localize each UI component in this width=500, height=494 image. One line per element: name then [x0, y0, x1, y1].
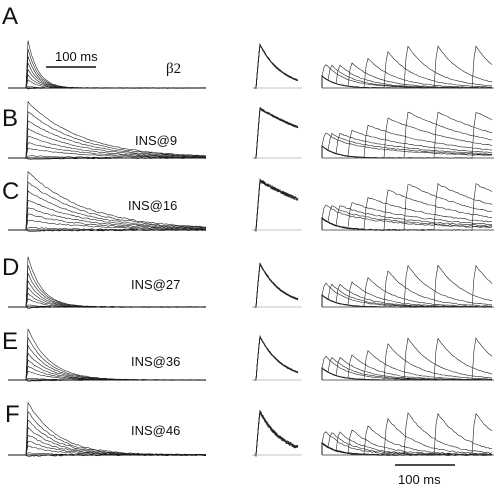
row-name-b: INS@9 [135, 133, 177, 148]
right-trace [321, 205, 493, 230]
middle-trace [254, 177, 299, 231]
middle-trace [254, 44, 299, 89]
middle-trace [254, 262, 299, 308]
right-trace [321, 64, 493, 89]
left-trace [8, 111, 207, 159]
right-trace [321, 197, 493, 231]
scalebar-top-label: 100 ms [55, 49, 98, 64]
middle-trace [254, 411, 299, 456]
left-trace [8, 171, 207, 231]
left-trace [8, 181, 207, 231]
right-trace [321, 354, 493, 381]
row-letter-d: D [2, 254, 19, 281]
left-trace [8, 213, 207, 231]
left-trace [8, 190, 207, 231]
left-trace [8, 135, 207, 159]
right-trace [321, 281, 493, 308]
right-trace [321, 343, 493, 381]
row-letter-e: E [2, 328, 18, 355]
middle-trace [254, 106, 299, 159]
right-trace [321, 204, 493, 230]
trace-layer [8, 40, 494, 458]
left-trace [8, 207, 207, 231]
left-trace [8, 401, 207, 456]
right-trace [321, 202, 493, 230]
right-trace [321, 264, 493, 308]
middle-trace [254, 107, 299, 159]
left-trace [8, 100, 207, 159]
scalebar-bottom-label: 100 ms [398, 472, 441, 487]
left-trace [8, 292, 207, 308]
right-trace [321, 132, 493, 158]
middle-trace [254, 107, 299, 159]
right-trace [321, 417, 493, 456]
middle-trace [254, 108, 299, 159]
middle-trace [254, 179, 299, 231]
row-name-a: β2 [166, 61, 181, 77]
middle-trace [254, 179, 299, 231]
row-name-c: INS@16 [128, 198, 177, 213]
middle-trace [254, 179, 299, 232]
right-trace [321, 425, 493, 456]
row-name-e: INS@36 [131, 354, 180, 369]
row-letter-f: F [5, 401, 20, 428]
right-trace [321, 45, 493, 89]
row-name-f: INS@46 [131, 423, 180, 438]
right-trace [321, 337, 493, 381]
middle-trace [254, 263, 299, 308]
right-trace [321, 117, 493, 159]
middle-trace [254, 43, 299, 89]
right-trace [321, 205, 493, 230]
right-trace [321, 132, 493, 158]
row-letter-b: B [2, 105, 18, 132]
right-trace [321, 62, 493, 89]
left-trace [8, 219, 207, 231]
right-trace [321, 58, 493, 89]
right-trace [321, 412, 493, 456]
right-trace [321, 429, 493, 456]
row-name-d: INS@27 [131, 277, 180, 292]
row-letter-a: A [2, 3, 18, 30]
middle-trace [254, 108, 299, 159]
left-trace [8, 127, 207, 159]
row-letter-c: C [2, 178, 19, 205]
right-trace [321, 277, 493, 308]
right-trace [321, 133, 493, 158]
left-trace [8, 147, 207, 159]
right-trace [321, 129, 493, 158]
middle-trace [254, 262, 299, 308]
middle-trace [254, 336, 299, 381]
middle-trace [254, 107, 299, 159]
left-trace [8, 120, 206, 159]
